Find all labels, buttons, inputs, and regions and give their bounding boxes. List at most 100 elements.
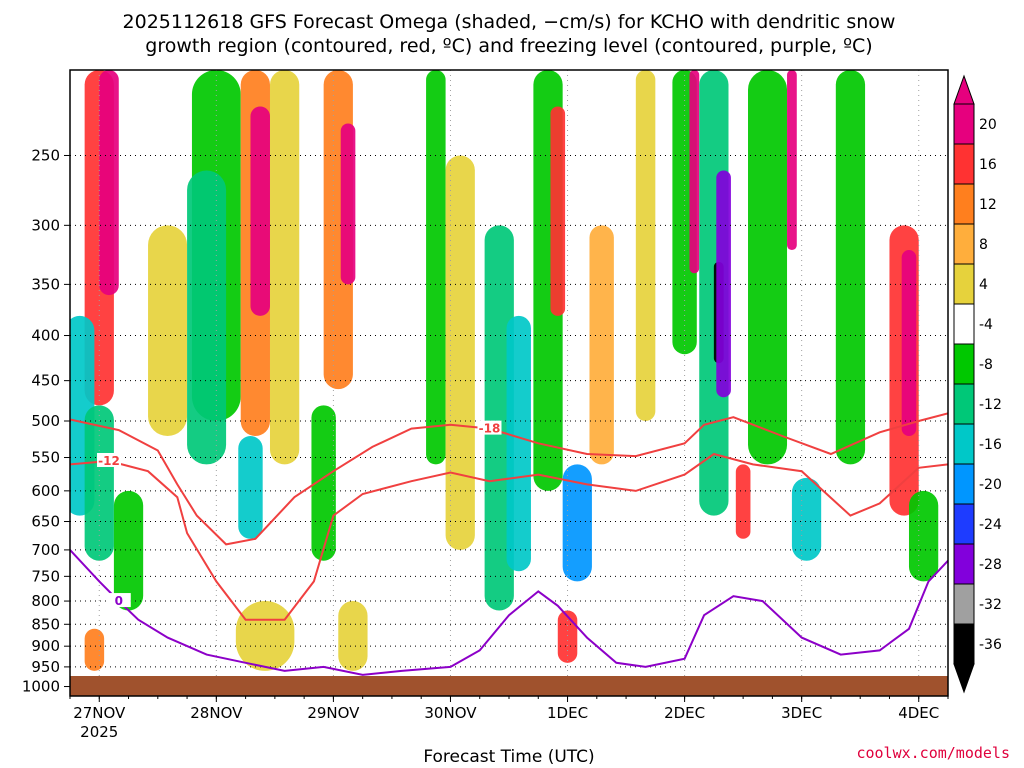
omega-cell-12 <box>269 70 300 465</box>
omega-cell-40 <box>908 490 939 582</box>
y-axis-ticks: 250 300 350 400 450 500 550 600 650 700 750 800 850 9… <box>22 146 70 696</box>
colorbar-swatch-11 <box>953 543 975 585</box>
omega-cell-35 <box>787 70 797 251</box>
colorbar-swatch-3 <box>953 223 975 265</box>
y-tick-label-850: 850 <box>31 615 60 633</box>
omega-cell-34 <box>748 70 788 465</box>
colorbar-label--28: -28 <box>979 557 1002 573</box>
colorbar: 20 16 12 8 4 -4 -8 -12 -16 -20 -24 -28 -32 -36 <box>953 74 1002 694</box>
x-tick-label-28NOV: 28NOV <box>190 704 243 722</box>
omega-cell-3 <box>84 405 114 561</box>
omega-cell-26 <box>589 225 614 465</box>
dgz-minus18-line-label-bg <box>477 420 502 435</box>
omega-shading <box>70 70 939 671</box>
y-tick-label-950: 950 <box>31 658 60 676</box>
dgz-minus12-line-label-bg <box>97 452 122 467</box>
colorbar-swatch-4 <box>953 263 975 305</box>
colorbar-swatch-8 <box>953 423 975 465</box>
freezing-level-line-label-bg <box>106 593 131 608</box>
colorbar-label--4: -4 <box>979 317 993 333</box>
x-tick-label-27NOV: 27NOV <box>73 704 126 722</box>
omega-cell-27 <box>635 70 656 422</box>
chart-title-line-2: growth region (contoured, red, ºC) and f… <box>145 35 872 57</box>
x-tick-label-2DEC: 2DEC <box>664 704 705 722</box>
colorbar-swatch-6 <box>953 343 975 385</box>
omega-cell-6 <box>148 225 188 437</box>
colorbar-label--32: -32 <box>979 597 1002 613</box>
chart-title-line-1: 2025112618 GFS Forecast Omega (shaded, −… <box>123 11 896 33</box>
dgz-minus18-line-label: -18 <box>479 422 501 436</box>
x-tick-label-1DEC: 1DEC <box>547 704 588 722</box>
y-tick-label-450: 450 <box>31 372 60 390</box>
colorbar-swatch-10 <box>953 503 975 545</box>
terrain-ground <box>70 676 948 696</box>
y-tick-label-400: 400 <box>31 327 60 345</box>
omega-cell-1 <box>99 70 119 296</box>
omega-cell-25 <box>557 610 578 663</box>
freezing-level-line <box>70 549 948 676</box>
colorbar-top-arrow <box>953 74 975 105</box>
x-tick-sublabel-27NOV: 2025 <box>80 723 118 741</box>
omega-cell-16 <box>311 405 336 561</box>
y-tick-label-900: 900 <box>31 637 60 655</box>
y-tick-label-800: 800 <box>31 592 60 610</box>
colorbar-label-8: 8 <box>979 237 988 253</box>
dgz-minus18-line <box>70 412 948 546</box>
y-tick-label-750: 750 <box>31 567 60 585</box>
omega-cell-19 <box>445 155 475 550</box>
colorbar-label-16: 16 <box>979 157 997 173</box>
omega-cell-8 <box>187 170 227 465</box>
colorbar-swatch-12 <box>953 583 975 625</box>
omega-cell-5 <box>84 628 105 671</box>
x-tick-label-4DEC: 4DEC <box>898 704 939 722</box>
y-tick-label-650: 650 <box>31 513 60 531</box>
y-tick-label-250: 250 <box>31 146 60 164</box>
y-tick-label-550: 550 <box>31 449 60 467</box>
colorbar-swatch-9 <box>953 463 975 505</box>
omega-cell-33 <box>735 464 751 539</box>
y-tick-label-500: 500 <box>31 412 60 430</box>
dgz-minus12-line-label: -12 <box>98 454 120 468</box>
contour-lines: -18 -12 0 <box>70 412 948 676</box>
omega-cell-4 <box>113 490 144 611</box>
colorbar-swatch-0 <box>953 103 975 145</box>
omega-cell-17 <box>338 601 368 671</box>
y-tick-label-1000: 1000 <box>22 678 60 696</box>
y-tick-label-300: 300 <box>31 216 60 234</box>
colorbar-label--16: -16 <box>979 437 1002 453</box>
omega-cell-11 <box>238 436 263 539</box>
colorbar-label--12: -12 <box>979 397 1002 413</box>
freezing-level-line-label: 0 <box>115 594 123 608</box>
omega-cell-23 <box>550 106 566 316</box>
omega-cell-10 <box>250 106 270 316</box>
y-tick-label-700: 700 <box>31 541 60 559</box>
omega-cell-29 <box>689 70 700 274</box>
x-tick-label-3DEC: 3DEC <box>781 704 822 722</box>
colorbar-swatch-7 <box>953 383 975 425</box>
x-tick-label-29NOV: 29NOV <box>307 704 360 722</box>
x-axis-label: Forecast Time (UTC) <box>423 747 594 767</box>
colorbar-swatch-1 <box>953 143 975 185</box>
x-tick-label-30NOV: 30NOV <box>424 704 477 722</box>
omega-cell-32 <box>716 170 731 398</box>
omega-cell-21 <box>506 315 531 572</box>
omega-cell-39 <box>901 250 917 437</box>
colorbar-label--8: -8 <box>979 357 993 373</box>
colorbar-swatch-5 <box>953 303 975 345</box>
colorbar-label--36: -36 <box>979 637 1002 653</box>
y-tick-label-350: 350 <box>31 275 60 293</box>
colorbar-swatch-2 <box>953 183 975 225</box>
colorbar-label--24: -24 <box>979 517 1002 533</box>
colorbar-label--20: -20 <box>979 477 1002 493</box>
colorbar-swatch-13 <box>953 623 975 665</box>
colorbar-bottom-arrow <box>953 663 975 694</box>
omega-cell-13 <box>235 601 295 671</box>
omega-cell-36 <box>791 477 822 561</box>
credit-text: coolwx.com/models <box>856 744 1010 762</box>
dgz-minus12-line <box>70 452 948 621</box>
colorbar-label-4: 4 <box>979 277 988 293</box>
omega-cell-24 <box>562 464 592 582</box>
omega-cell-18 <box>426 70 446 465</box>
